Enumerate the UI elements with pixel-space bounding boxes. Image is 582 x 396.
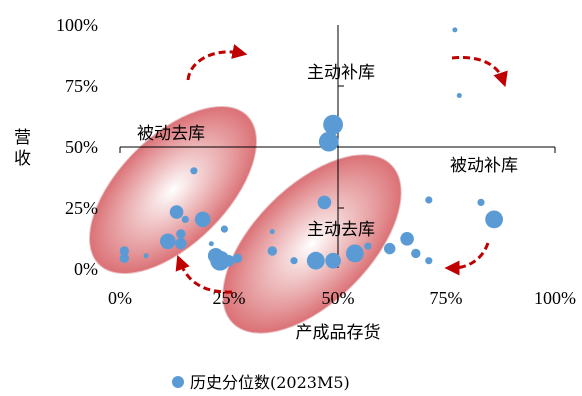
quadrant-label-active-restock: 主动补库 [307, 63, 375, 83]
data-point [456, 93, 462, 98]
arrow-bottom-left [175, 254, 233, 294]
data-point [364, 242, 372, 250]
data-point [223, 255, 235, 267]
data-point [425, 196, 433, 204]
data-point [317, 195, 332, 210]
data-point [411, 248, 421, 259]
quadrant-label-active-destock: 主动去库 [307, 220, 375, 240]
arrow-top-right [451, 55, 508, 88]
y-tick-label: 50% [65, 137, 98, 157]
data-point [425, 257, 433, 265]
x-tick-labels: 0% 25% 50% 75% 100% [108, 288, 576, 308]
y-tick-label: 100% [56, 15, 98, 35]
y-tick-labels: 100% 75% 50% 25% 0% [56, 15, 98, 279]
data-point [210, 250, 231, 271]
arrow-bottom-right [444, 242, 490, 276]
axes [119, 25, 556, 268]
quadrant-label-passive-restock: 被动补库 [450, 156, 518, 176]
data-point [160, 233, 176, 250]
cycle-arrows [175, 44, 508, 294]
legend: 历史分位数(2023M5) [172, 373, 350, 392]
data-point [119, 253, 129, 263]
legend-marker [172, 376, 184, 388]
y-tick-label: 25% [65, 198, 98, 218]
data-point [194, 211, 211, 228]
data-point [323, 114, 343, 135]
data-point [220, 225, 228, 233]
data-point [175, 238, 187, 250]
data-point [232, 253, 243, 263]
data-point [176, 229, 186, 239]
data-point [267, 246, 277, 256]
data-point [143, 253, 149, 259]
data-point [181, 215, 189, 223]
legend-label: 历史分位数(2023M5) [190, 373, 350, 392]
arrow-top-left [186, 44, 248, 81]
data-point [318, 131, 339, 152]
data-point [119, 246, 129, 256]
data-point [346, 244, 364, 263]
x-tick-label: 0% [108, 288, 132, 308]
data-point [306, 251, 325, 270]
data-point [169, 205, 184, 219]
data-point [485, 210, 503, 229]
data-point [452, 27, 458, 33]
data-point [384, 242, 396, 255]
data-point [190, 167, 198, 175]
data-point [269, 229, 275, 235]
ellipse-passive-destock [89, 106, 257, 274]
y-tick-label: 75% [65, 76, 98, 96]
x-tick-label: 100% [534, 288, 576, 308]
data-point [208, 241, 214, 247]
highlight-ellipses [89, 106, 402, 334]
y-axis-title: 营收 [10, 128, 30, 170]
data-point [477, 198, 485, 206]
x-axis-title: 产成品存货 [296, 323, 381, 343]
data-point [400, 232, 414, 246]
data-point [325, 252, 341, 269]
x-tick-label: 75% [430, 288, 463, 308]
x-tick-label: 50% [322, 288, 355, 308]
data-point [290, 257, 298, 265]
y-tick-label: 0% [74, 259, 98, 279]
ellipse-active-destock [222, 154, 402, 334]
data-points [119, 27, 503, 271]
quadrant-label-passive-destock: 被动去库 [137, 124, 205, 144]
